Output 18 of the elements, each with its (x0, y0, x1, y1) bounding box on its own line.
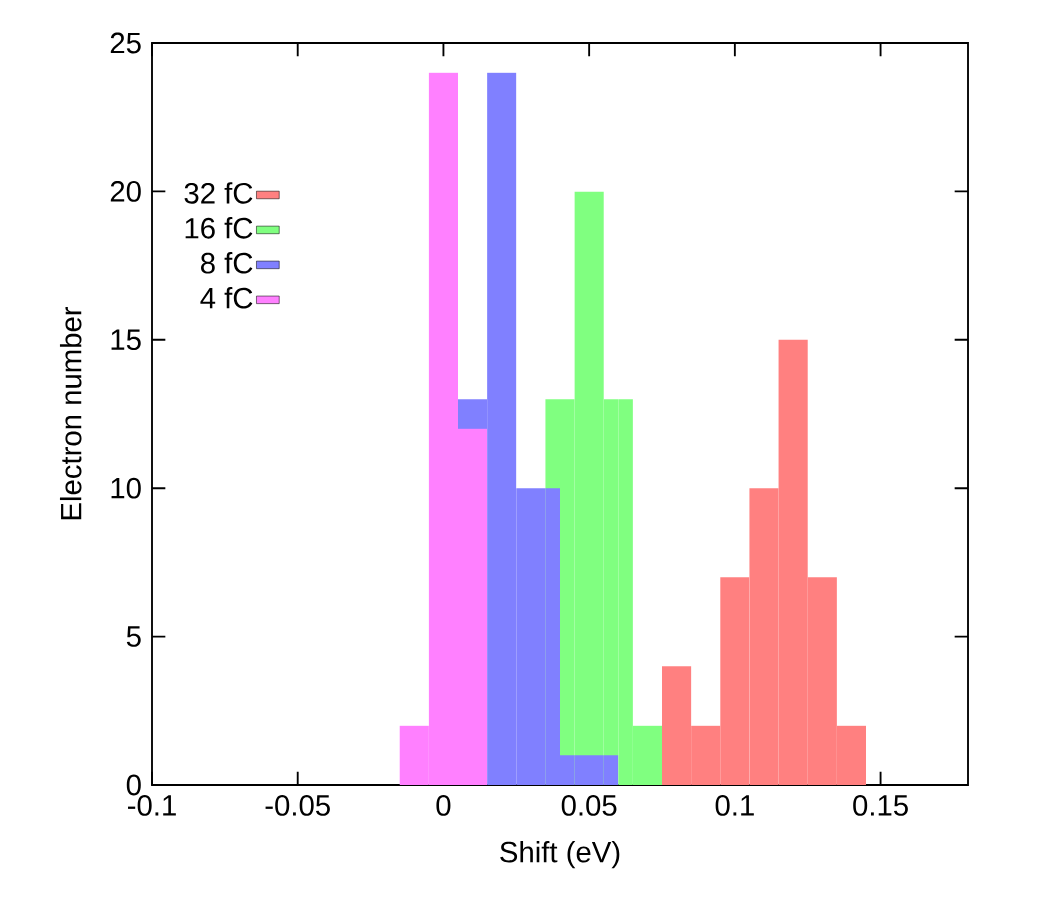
y-axis-title: Electron number (59, 306, 82, 520)
x-tick-label: -0.1 (128, 795, 176, 816)
y-tick-label: 0 (126, 774, 141, 796)
x-tick-label: 0.15 (853, 795, 908, 816)
legend-label: 4 fC (200, 287, 253, 309)
y-tick-label: 20 (110, 181, 141, 202)
y-tick-label: 15 (111, 329, 141, 351)
legend-label: 8 fC (201, 252, 253, 274)
legend-label: 16 fC (185, 217, 253, 239)
y-tick-label: 5 (126, 626, 141, 647)
y-tick-label: 25 (110, 32, 141, 54)
x-tick-label: -0.05 (265, 795, 330, 816)
x-tick-label: 0.1 (715, 795, 754, 816)
x-tick-label: 0 (436, 795, 451, 816)
x-axis-title: Shift (eV) (500, 840, 620, 869)
legend-label: 32 fC (184, 182, 253, 204)
x-tick-label: 0.05 (561, 795, 617, 816)
y-tick-label: 10 (111, 477, 141, 499)
